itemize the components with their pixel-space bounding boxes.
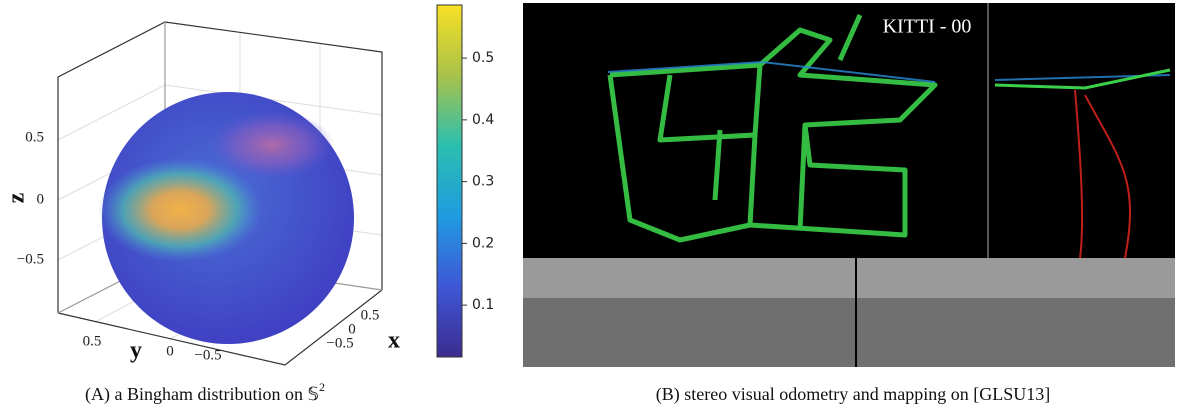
panel-a: z 0.5 0 −0.5 0.5 0 −0.5 y 0.5 0 −0.5 x 0… [4,4,494,405]
y-tick-label: 0.5 [83,333,102,349]
z-tick-label: −0.5 [17,251,44,267]
caption-superscript: 2 [319,380,325,394]
colorbar-tick-label: 0.1 [472,297,494,313]
colorbar-ticks: 0.1 0.2 0.3 0.4 0.5 [462,50,494,313]
colorbar [436,4,463,358]
caption-text: (A) a Bingham distribution on 𝕊 [85,384,319,405]
trajectory-map [607,13,938,243]
panel-b: KITTI - 00 (B) stereo visual odometry an… [523,3,1175,405]
z-tick-label: 0 [37,191,45,207]
z-tick-label: 0.5 [25,129,44,145]
x-tick-label: −0.5 [326,335,353,351]
y-axis-label: y [130,338,142,364]
y-tick-label: −0.5 [194,347,221,363]
colorbar-tick-label: 0.5 [472,50,494,66]
colorbar-tick-label: 0.4 [472,112,494,128]
x-tick-label: 0 [348,321,356,337]
colorbar-tick-label: 0.2 [472,235,494,251]
x-tick-label: 0.5 [361,307,380,323]
sphere [98,92,354,344]
caption-a: (A) a Bingham distribution on 𝕊2 [85,380,325,405]
x-axis-label: x [388,328,400,354]
y-tick-label: 0 [166,343,174,359]
colorbar-tick-label: 0.3 [472,174,494,190]
overlay-label: KITTI - 00 [883,16,972,38]
caption-b: (B) stereo visual odometry and mapping o… [656,384,1050,405]
z-axis-label: z [4,192,30,203]
